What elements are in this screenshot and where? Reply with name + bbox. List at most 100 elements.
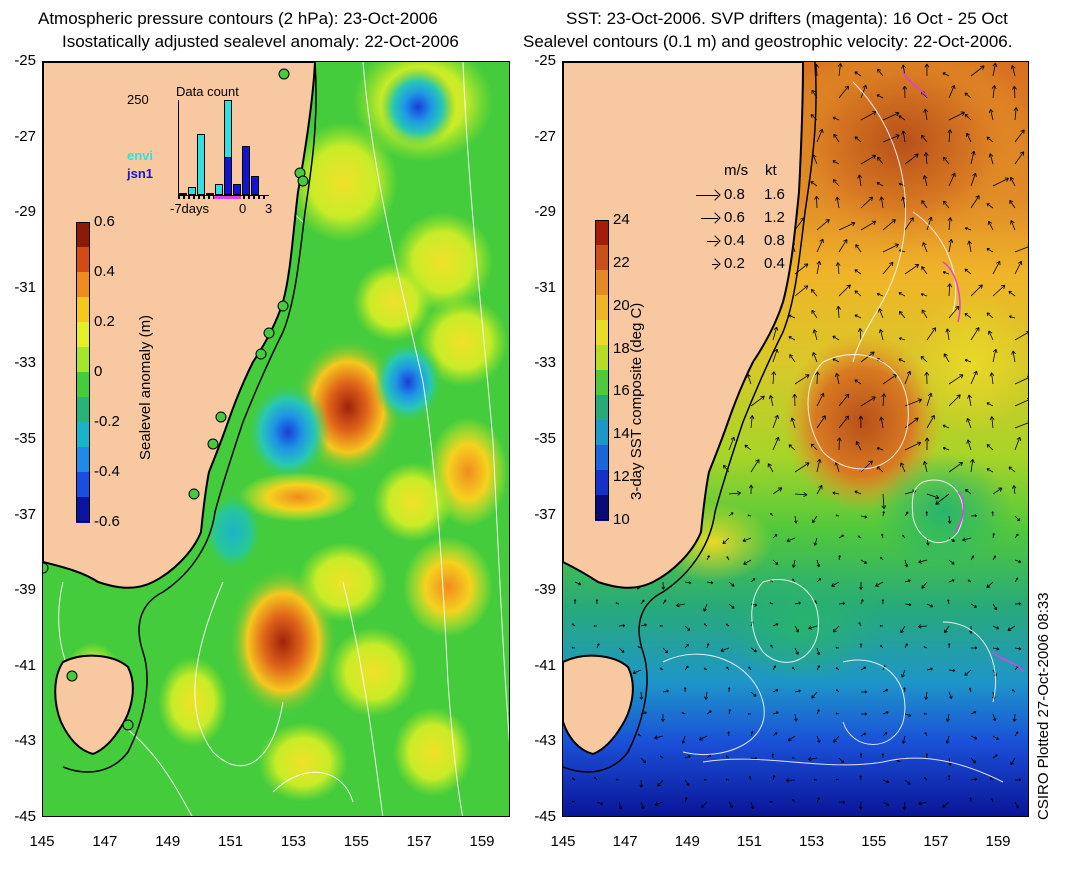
velocity-arrow xyxy=(794,647,799,655)
velocity-arrow xyxy=(639,779,644,788)
velocity-arrow xyxy=(942,424,950,429)
velocity-arrow xyxy=(964,313,972,319)
velocity-arrow xyxy=(860,559,867,564)
velocity-arrow xyxy=(637,646,642,649)
sealevel-colorbar-swatch xyxy=(76,247,90,273)
velocity-arrow xyxy=(813,537,818,546)
velocity-arrow xyxy=(948,374,964,385)
velocity-arrow xyxy=(791,559,796,568)
left-lon-tick: 155 xyxy=(343,833,369,850)
velocity-arrow xyxy=(706,710,712,715)
velocity-arrow xyxy=(1013,107,1019,121)
velocity-arrow xyxy=(750,395,765,407)
velocity-arrow xyxy=(991,85,997,99)
velocity-arrow xyxy=(860,599,864,605)
velocity-legend-ms: 0.2 xyxy=(724,255,745,272)
velocity-arrow xyxy=(640,623,647,627)
velocity-arrow xyxy=(901,669,906,678)
velocity-arrow xyxy=(986,468,994,473)
velocity-arrow xyxy=(769,800,774,803)
sst-colorbar-tick: 22 xyxy=(613,253,630,271)
velocity-arrow xyxy=(662,689,669,693)
right-lat-tick: -27 xyxy=(534,127,556,145)
velocity-arrow xyxy=(816,709,820,715)
velocity-arrow xyxy=(726,666,730,671)
velocity-arrow xyxy=(947,515,952,524)
velocity-arrow xyxy=(943,353,950,363)
velocity-arrow xyxy=(659,755,664,759)
velocity-arrow xyxy=(593,624,598,627)
velocity-arrow xyxy=(854,314,862,319)
velocity-arrow xyxy=(835,778,840,781)
velocity-legend-header-kt: kt xyxy=(765,162,777,179)
sealevel-colorbar-swatch xyxy=(76,397,90,423)
velocity-arrow xyxy=(970,514,978,518)
velocity-arrow xyxy=(935,493,950,505)
sst-colorbar-tick: 10 xyxy=(613,511,630,528)
velocity-arrow xyxy=(792,578,796,583)
velocity-arrow xyxy=(882,511,885,517)
velocity-arrow xyxy=(835,196,840,209)
velocity-arrow xyxy=(750,691,757,697)
histogram-legend-jsn1: jsn1 xyxy=(127,166,154,181)
velocity-arrow xyxy=(970,172,977,187)
velocity-arrow xyxy=(786,537,796,543)
velocity-legend-arrow xyxy=(695,189,721,201)
velocity-arrow xyxy=(1014,244,1028,253)
left-lon-tick: 147 xyxy=(92,833,118,850)
velocity-arrow xyxy=(1014,420,1028,429)
velocity-arrow xyxy=(859,581,863,590)
velocity-arrow xyxy=(986,248,994,253)
velocity-arrow xyxy=(926,667,933,671)
velocity-arrow xyxy=(992,487,1003,495)
velocity-arrow xyxy=(923,646,928,649)
velocity-arrow xyxy=(962,537,972,542)
velocity-arrow xyxy=(860,666,867,671)
velocity-arrow xyxy=(684,581,692,585)
velocity-arrow xyxy=(992,555,997,561)
sealevel-colorbar-swatch xyxy=(76,422,90,448)
velocity-arrow xyxy=(832,160,840,165)
velocity-arrow xyxy=(816,735,821,743)
velocity-arrow xyxy=(728,436,736,451)
velocity-arrow xyxy=(794,374,810,385)
left-lon-tick: 145 xyxy=(29,833,55,850)
velocity-arrow xyxy=(904,713,912,717)
right-lon-tick: 147 xyxy=(612,833,638,850)
velocity-arrow xyxy=(571,623,576,627)
velocity-arrow xyxy=(838,239,848,253)
velocity-legend-kt: 1.2 xyxy=(764,209,785,226)
left-map-title-line1: Atmospheric pressure contours (2 hPa): 2… xyxy=(38,9,438,28)
velocity-arrow xyxy=(1014,533,1019,539)
velocity-arrow xyxy=(835,667,840,671)
velocity-arrow xyxy=(948,537,955,542)
velocity-arrow xyxy=(835,712,840,715)
sst-colorbar-tick: 20 xyxy=(613,296,630,314)
velocity-arrow xyxy=(987,330,994,341)
velocity-arrow xyxy=(992,647,1000,651)
right-lon-tick: 145 xyxy=(550,833,576,850)
velocity-arrow xyxy=(924,732,928,737)
velocity-arrow xyxy=(882,711,889,715)
velocity-arrow xyxy=(881,533,884,539)
velocity-arrow xyxy=(859,753,863,759)
sst-colorbar-swatch xyxy=(595,495,609,521)
velocity-arrow xyxy=(772,623,779,627)
sealevel-colorbar-swatch xyxy=(76,447,90,473)
velocity-arrow xyxy=(986,581,994,588)
velocity-arrow xyxy=(948,559,955,565)
velocity-arrow xyxy=(898,115,906,121)
velocity-arrow xyxy=(681,735,686,744)
sealevel-colorbar-tick: -0.6 xyxy=(94,513,120,530)
right-lon-tick: 155 xyxy=(861,833,887,850)
velocity-arrow xyxy=(947,217,953,231)
sst-colorbar-swatch xyxy=(595,420,609,446)
velocity-arrow xyxy=(811,309,818,319)
velocity-arrow xyxy=(794,625,799,633)
velocity-arrow xyxy=(772,436,780,451)
histogram-ymax-label: 250 xyxy=(127,92,149,107)
velocity-arrow xyxy=(742,537,752,543)
velocity-arrow xyxy=(574,581,582,586)
velocity-arrow xyxy=(898,337,906,341)
velocity-arrow xyxy=(922,461,928,473)
